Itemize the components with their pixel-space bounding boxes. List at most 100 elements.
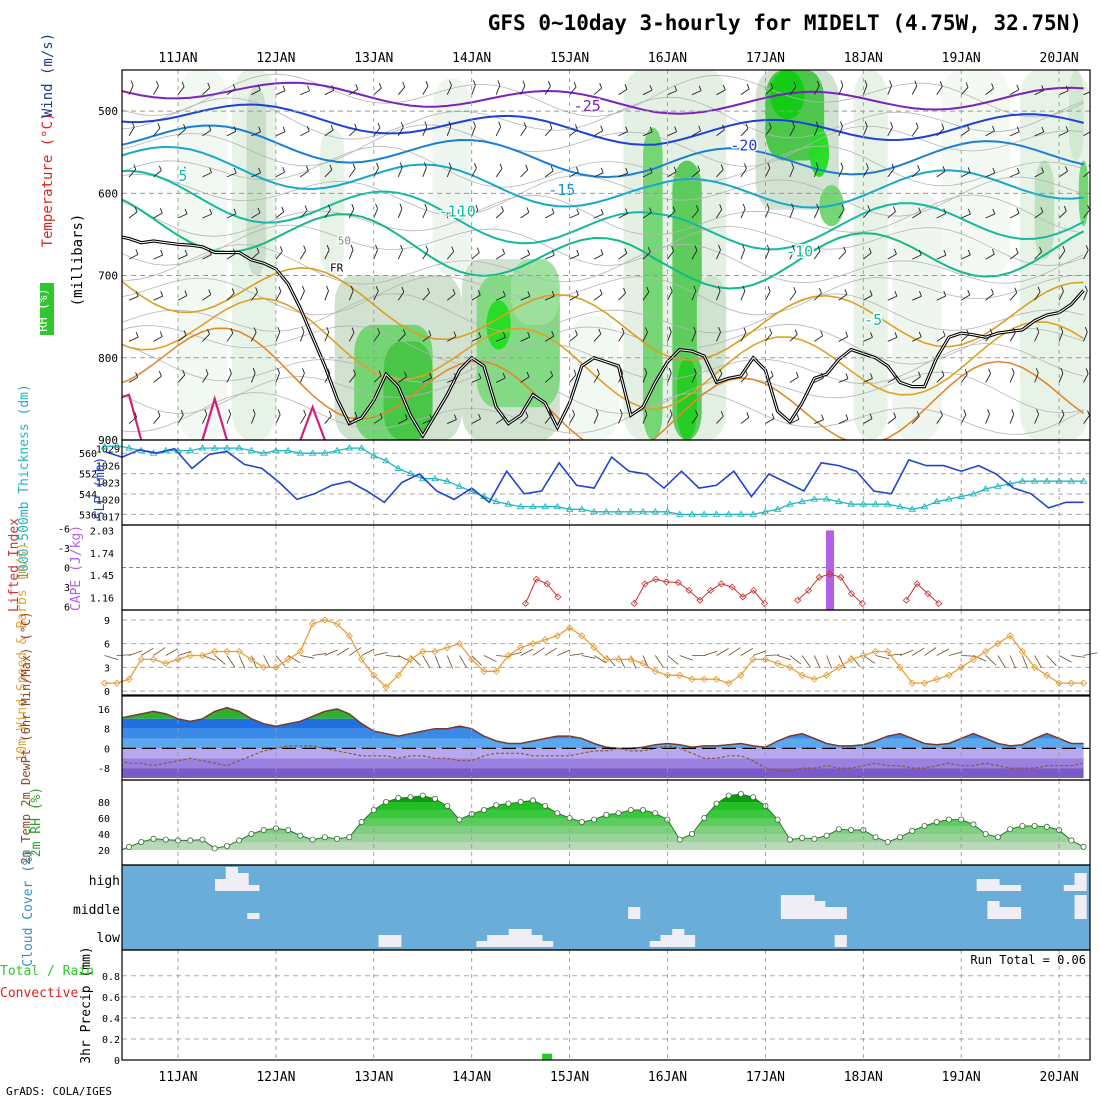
wind-barb-flag (1040, 207, 1044, 213)
wind-barb-flag (326, 244, 330, 251)
wind-barb (569, 213, 579, 219)
wind-barb (544, 128, 553, 137)
temp-band (122, 708, 1084, 719)
thickness-marker (553, 502, 562, 510)
wind-barb (1058, 171, 1068, 178)
wind-barb (153, 170, 162, 178)
wind-barb-flag (965, 82, 969, 88)
wind-barb (593, 254, 604, 260)
rh2m-marker (823, 832, 830, 839)
wind-barb (887, 417, 897, 424)
rh-contour (122, 371, 1084, 415)
wind10m-barb (728, 647, 741, 656)
wind-barb (1058, 250, 1066, 260)
wind-barb-flag (499, 163, 503, 169)
wind-barb (520, 295, 531, 301)
wind-barb (153, 127, 161, 137)
thickness-marker (333, 446, 341, 454)
wind-barb-flag (815, 162, 819, 168)
wind-barb-flag (668, 326, 672, 333)
wind10m-marker (798, 671, 806, 679)
rh2m-marker (640, 807, 647, 814)
thickness-marker (113, 441, 121, 448)
wind-barb (569, 86, 577, 95)
rh2m-marker (126, 843, 133, 850)
wind-barb (373, 127, 381, 137)
wind-barb (1083, 373, 1089, 383)
isotherm-warm (122, 393, 326, 440)
wind-barb (618, 213, 628, 219)
thickness-marker (590, 507, 598, 515)
wind-barb (667, 331, 672, 342)
wind-barb-flag (967, 167, 971, 173)
li-marker (685, 586, 693, 594)
wind-barb (667, 414, 673, 424)
rh2m-marker (713, 800, 720, 807)
wind-barb-flag (572, 409, 575, 416)
cloud-bar-low (378, 935, 391, 947)
wind-barb-flag (1085, 245, 1089, 251)
wind-barb (813, 208, 820, 219)
wind-barb (397, 333, 406, 342)
wind-barb-flag (1016, 84, 1020, 90)
panel-frame (121, 949, 1091, 1061)
wind-barb-flag (497, 80, 501, 86)
wind-barb (1034, 131, 1045, 137)
wind-barb (887, 168, 895, 178)
rh-band (122, 842, 1084, 850)
wind-barb (1034, 332, 1040, 342)
wind-barb (789, 418, 800, 424)
thickness-marker (908, 505, 917, 512)
wind-barb-flag (695, 205, 699, 211)
precip-ytick: 0.2 (102, 1035, 120, 1046)
wind-barb (1083, 250, 1089, 260)
thickness-marker (492, 497, 500, 505)
wind-barb-flag (209, 167, 212, 173)
precip-legend-total: Total / Rain (0, 964, 94, 979)
rh2m-marker (493, 802, 500, 809)
wind-barb (1083, 415, 1090, 424)
wind-barb (691, 90, 702, 96)
wind-barb-flag (354, 123, 358, 130)
wind-barb-flag (135, 291, 139, 297)
wind-barb-flag (207, 329, 210, 335)
wind-barb-flag (840, 121, 843, 127)
thickness-marker (210, 444, 219, 451)
rh2m-marker (1068, 837, 1075, 844)
wind-barb-flag (719, 368, 723, 375)
wind-barb-flag (992, 208, 996, 215)
wind-barb (471, 418, 481, 424)
contour-label: -25 (574, 97, 601, 115)
rh2m-axis-label: 2m RH (%) (29, 787, 44, 857)
wind-barb (593, 172, 604, 178)
precip-panel: 0 0.2 0.4 0.6 0.8 (102, 972, 1090, 1067)
rh2m-marker (848, 827, 855, 834)
rh2m-marker (921, 823, 928, 830)
wind-barb-flag (644, 367, 648, 374)
rh-contour (122, 124, 1084, 167)
wind-barb-flag (231, 288, 235, 294)
wind-barb (105, 211, 112, 218)
wind-barb-flag (840, 80, 844, 86)
temp-dewpt-panel (122, 706, 1090, 778)
wind-barb (740, 128, 749, 137)
wind-barb (299, 250, 307, 260)
wind-barb (912, 212, 921, 219)
wind-barb (202, 213, 212, 219)
li-marker (674, 578, 682, 587)
li-marker (630, 599, 638, 608)
wind-barb (985, 213, 996, 219)
wind-barb-flag (377, 122, 381, 129)
wind-barb (153, 415, 161, 424)
thickness-marker (467, 487, 476, 494)
wind-barb-flag (183, 124, 186, 130)
wind-barb-flag (527, 291, 531, 297)
rh-shade (643, 127, 663, 440)
wind-barb-flag (399, 203, 403, 209)
wind10m-barb (312, 653, 327, 656)
rh-band (122, 802, 1084, 810)
wind-barb-flag (257, 207, 261, 214)
wind-barb-flag (598, 328, 602, 335)
wind-barb-flag (1012, 327, 1016, 333)
wind-barb (960, 414, 967, 424)
